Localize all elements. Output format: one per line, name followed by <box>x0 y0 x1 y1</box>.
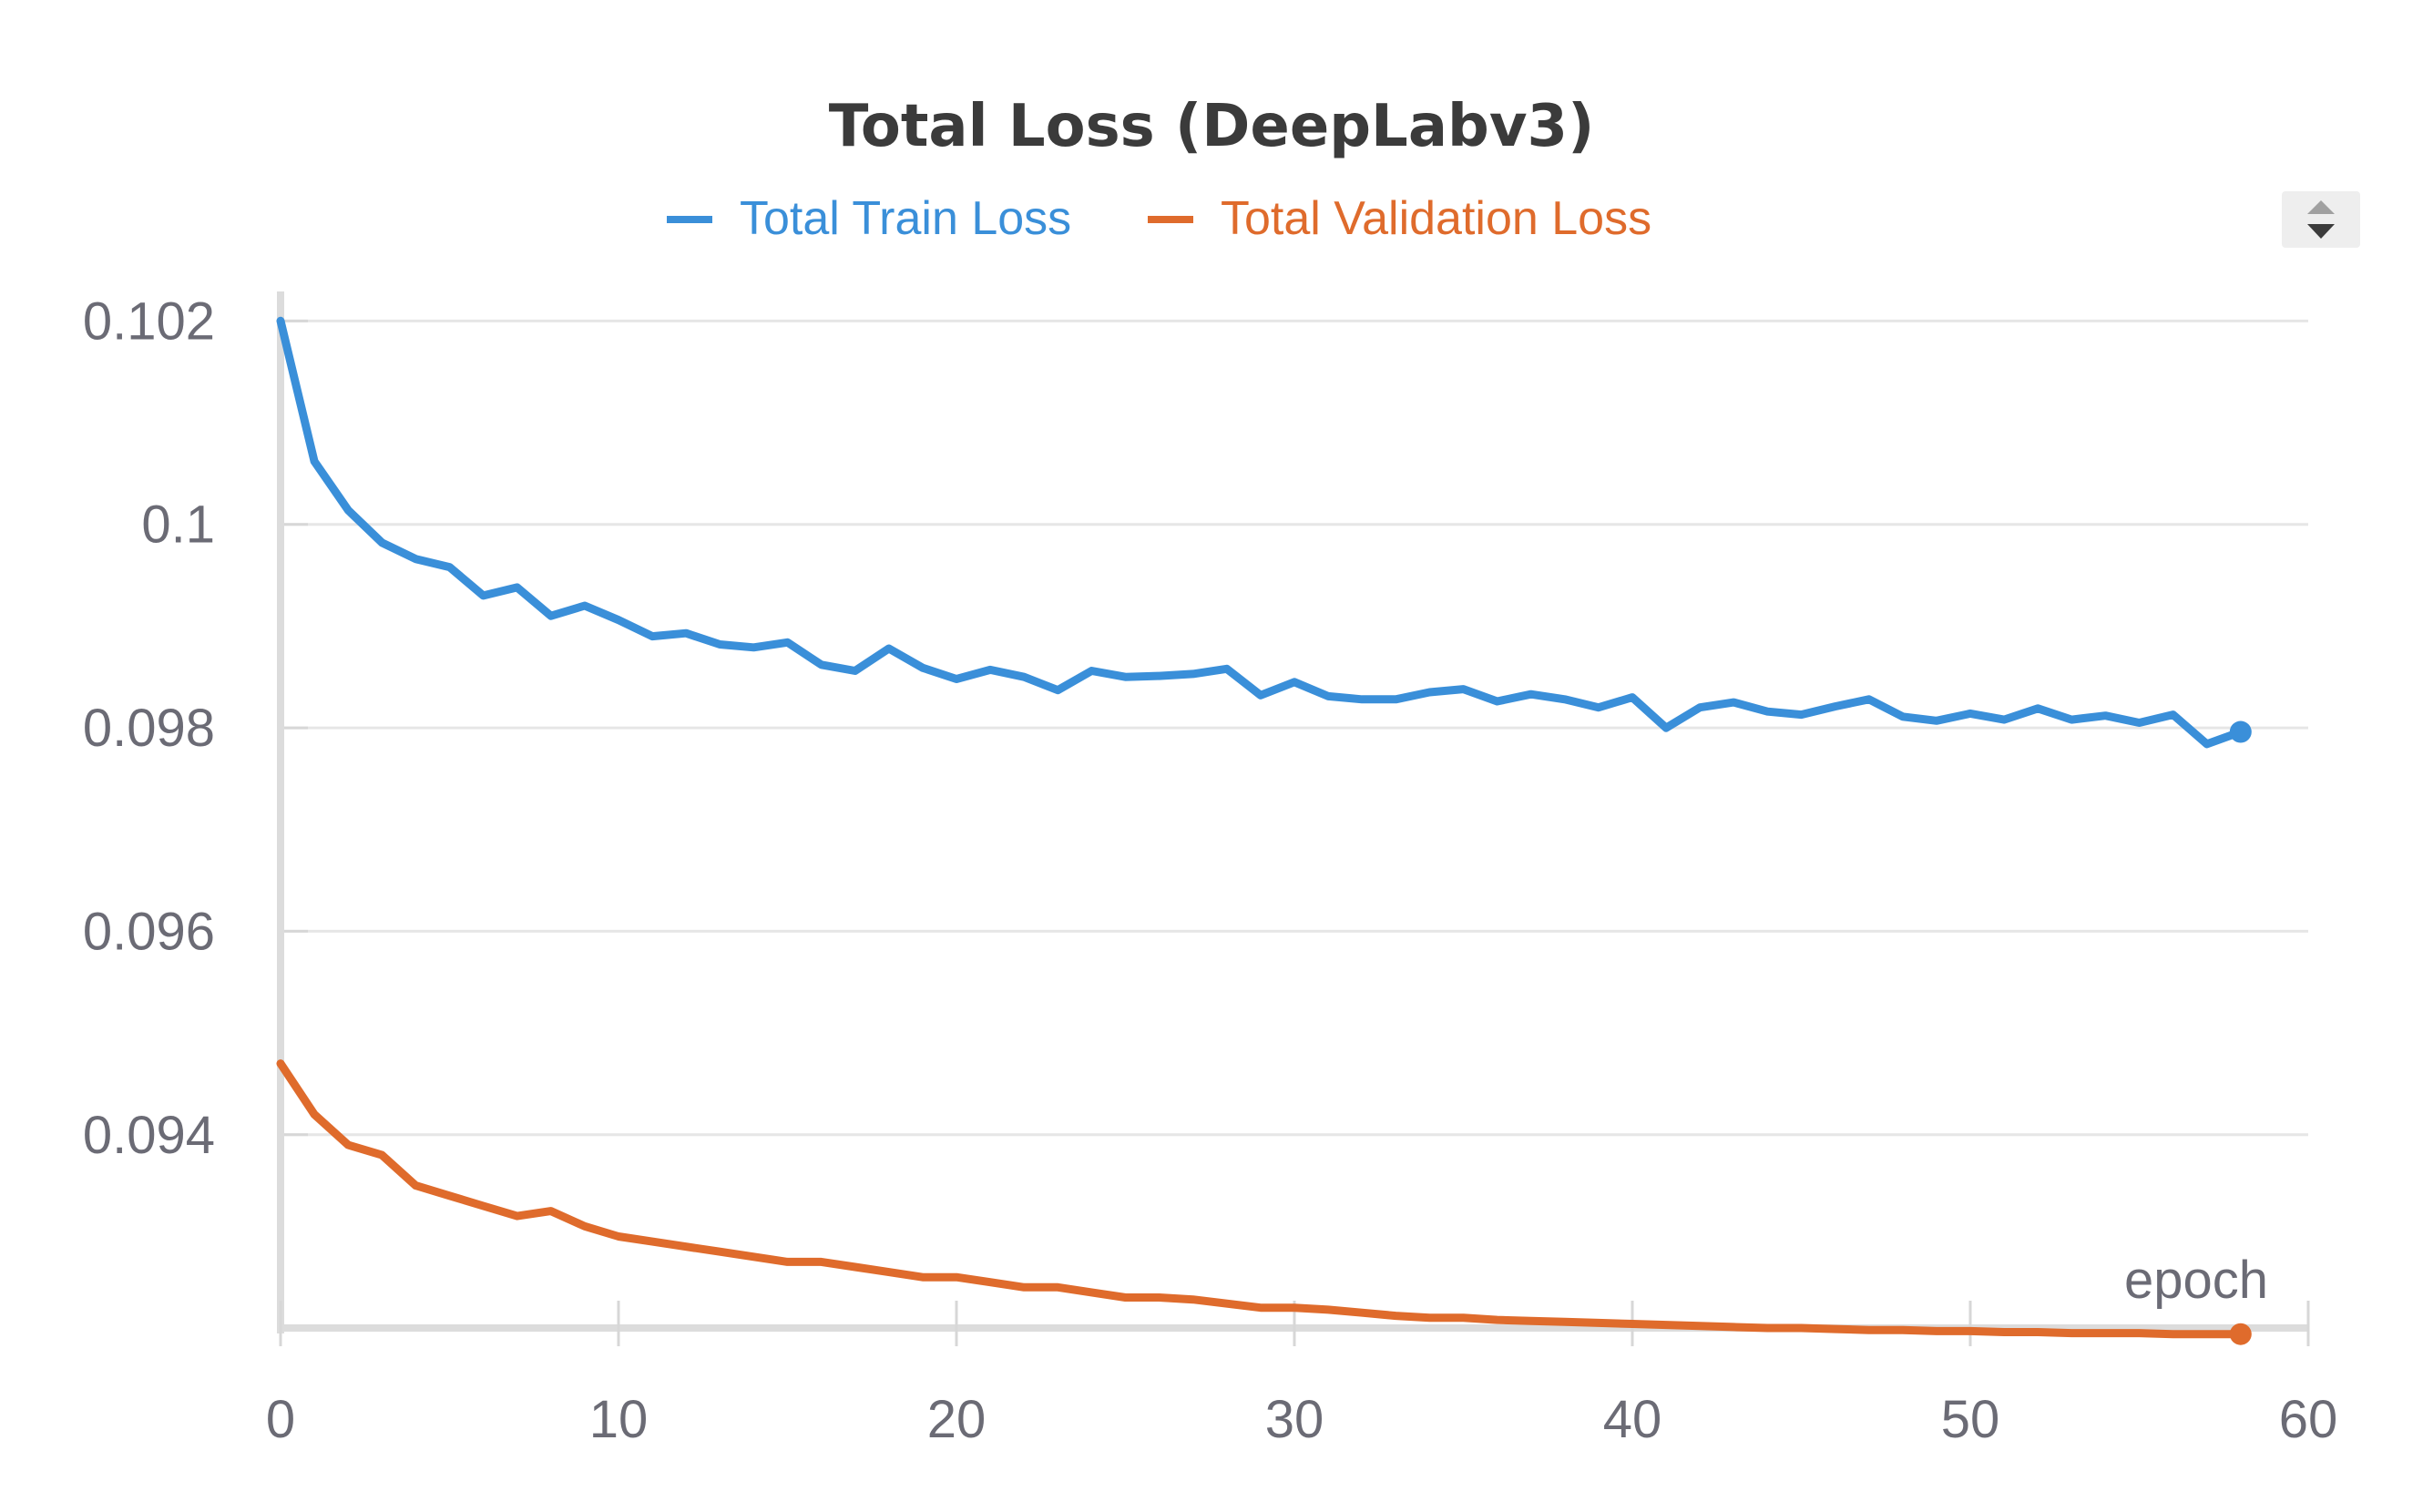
y-tick-label: 0.102 <box>83 291 215 351</box>
scroll-down-arrow-icon[interactable] <box>2307 224 2335 239</box>
legend-scroll-button[interactable] <box>2282 191 2360 248</box>
x-tick-label: 50 <box>1941 1390 2000 1449</box>
x-tick-label: 10 <box>589 1390 649 1449</box>
x-tick-label: 30 <box>1265 1390 1324 1449</box>
series-line-validation <box>276 1059 2245 1339</box>
legend-item-validation[interactable]: Total Validation Loss <box>1148 192 1651 245</box>
series-lines <box>276 316 2252 1345</box>
sort-arrows-icon[interactable] <box>2282 191 2360 248</box>
grid-lines <box>281 319 2308 1137</box>
y-tick-label: 0.1 <box>141 495 215 555</box>
legend-item-train[interactable]: Total Train Loss <box>667 192 1071 245</box>
axes: 0.094 0.096 0.098 0.1 0.102 0 10 20 30 40 50 60 <box>83 291 2337 1449</box>
x-tick-label: 60 <box>2279 1390 2338 1449</box>
y-tick-label: 0.098 <box>83 699 215 758</box>
x-tick-label: 20 <box>927 1390 987 1449</box>
data-point-train[interactable] <box>2229 720 2252 743</box>
x-axis-label: epoch <box>2124 1251 2268 1310</box>
y-tick-label: 0.094 <box>83 1106 215 1165</box>
legend-label-train: Total Train Loss <box>740 192 1071 245</box>
legend-label-validation: Total Validation Loss <box>1221 192 1651 245</box>
x-tick-label: 40 <box>1603 1390 1662 1449</box>
x-tick-label: 0 <box>266 1390 295 1449</box>
data-point-validation[interactable] <box>2229 1323 2252 1345</box>
legend: Total Train Loss Total Validation Loss <box>667 192 1651 245</box>
series-line-train <box>276 316 2245 749</box>
chart-title: Total Loss (DeepLabv3) <box>829 93 1595 160</box>
y-tick-label: 0.096 <box>83 902 215 961</box>
scroll-up-arrow-icon[interactable] <box>2307 200 2335 214</box>
